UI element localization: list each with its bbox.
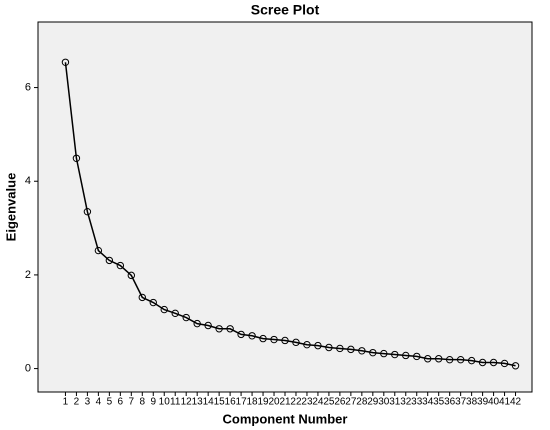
- x-tick-label: 28: [356, 397, 368, 408]
- x-tick-label: 26: [334, 397, 346, 408]
- x-tick-label: 31: [389, 397, 401, 408]
- marker: [413, 352, 421, 361]
- line: [64, 62, 516, 367]
- marker: [445, 355, 454, 364]
- marker: [72, 154, 81, 162]
- y-tick-label: 4: [25, 175, 31, 187]
- x-tick-label: 11: [170, 397, 181, 408]
- marker: [402, 351, 410, 360]
- marker: [434, 355, 443, 363]
- marker: [116, 261, 125, 270]
- x-tick-label: 16: [225, 397, 237, 408]
- x-tick-label: 4: [96, 397, 102, 408]
- x-tick-label: 17: [236, 397, 248, 408]
- marker: [391, 350, 399, 359]
- marker: [61, 58, 70, 66]
- x-tick-label: 8: [140, 397, 146, 408]
- marker: [127, 271, 136, 280]
- x-tick-label: 36: [444, 397, 456, 408]
- marker: [226, 325, 234, 333]
- marker: [193, 319, 201, 328]
- x-tick-label: 19: [257, 397, 269, 408]
- marker: [281, 336, 289, 345]
- marker: [292, 338, 300, 347]
- x-tick-label: 12: [181, 397, 193, 408]
- x-tick-label: 41: [499, 397, 511, 408]
- x-tick-label: 22: [290, 397, 302, 408]
- x-tick-label: 14: [203, 397, 215, 408]
- marker: [380, 349, 388, 358]
- x-tick-label: 27: [345, 397, 357, 408]
- marker: [424, 355, 432, 363]
- x-tick-label: 7: [129, 397, 135, 408]
- x-tick-label: 5: [107, 397, 113, 408]
- marker: [511, 362, 520, 370]
- x-tick-label: 23: [301, 397, 313, 408]
- marker: [489, 358, 498, 367]
- x-tick-label: 37: [455, 397, 467, 408]
- marker: [478, 358, 487, 367]
- y-tick-label: 2: [25, 269, 31, 281]
- x-tick-label: 10: [159, 397, 171, 408]
- marker: [314, 341, 322, 350]
- x-tick-label: 20: [268, 397, 280, 408]
- marker: [138, 293, 146, 302]
- x-tick-label: 32: [400, 397, 412, 408]
- x-tick-label: 3: [85, 397, 91, 408]
- marker: [248, 332, 256, 340]
- x-tick-label: 42: [510, 397, 522, 408]
- marker: [325, 343, 333, 352]
- x-tick-label: 1: [63, 397, 69, 408]
- marker: [270, 335, 278, 344]
- y-tick-label: 6: [25, 81, 31, 93]
- x-tick-label: 21: [279, 397, 291, 408]
- marker: [105, 256, 114, 265]
- marker: [369, 348, 377, 357]
- x-tick-label: 2: [74, 397, 80, 408]
- marker: [171, 309, 179, 318]
- marker: [149, 298, 157, 307]
- marker: [347, 345, 355, 354]
- marker: [160, 305, 168, 314]
- marker: [303, 340, 311, 349]
- x-tick-label: 13: [192, 397, 204, 408]
- marker: [456, 355, 465, 364]
- marker: [83, 207, 92, 216]
- marker: [336, 344, 344, 353]
- marker: [182, 313, 190, 322]
- x-tick-label: 30: [378, 397, 390, 408]
- marker: [467, 356, 476, 365]
- x-tick-label: 40: [488, 397, 500, 408]
- marker: [215, 325, 223, 333]
- x-tick-label: 34: [422, 397, 434, 408]
- marker: [259, 334, 267, 343]
- x-tick-label: 33: [411, 397, 423, 408]
- x-tick-label: 25: [323, 397, 335, 408]
- x-tick-label: 39: [477, 397, 489, 408]
- marker: [358, 347, 366, 355]
- chart-title: Scree Plot: [251, 2, 320, 18]
- y-tick-label: 0: [25, 362, 31, 374]
- y-axis-label: Eigenvalue: [3, 173, 18, 242]
- x-tick-label: 15: [214, 397, 226, 408]
- marker: [237, 330, 245, 339]
- marker: [500, 359, 509, 368]
- x-tick-label: 29: [367, 397, 379, 408]
- plot-area: [37, 21, 533, 393]
- x-tick-label: 38: [466, 397, 478, 408]
- x-tick-label: 9: [150, 397, 156, 408]
- x-axis-label: Component Number: [223, 411, 348, 426]
- x-tick-label: 35: [433, 397, 445, 408]
- x-tick-label: 24: [312, 397, 324, 408]
- marker: [94, 246, 103, 255]
- marker: [204, 321, 212, 330]
- x-tick-label: 18: [247, 397, 259, 408]
- x-tick-label: 6: [118, 397, 124, 408]
